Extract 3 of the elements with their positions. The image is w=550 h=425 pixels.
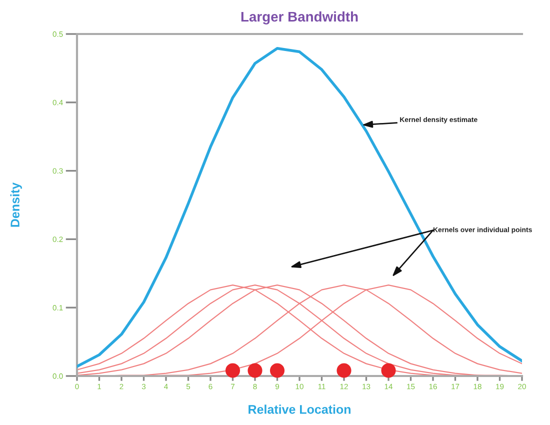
chart-title: Larger Bandwidth bbox=[241, 11, 358, 24]
x-axis-title: Relative Location bbox=[248, 404, 350, 414]
y-axis-title: Density bbox=[10, 182, 22, 227]
